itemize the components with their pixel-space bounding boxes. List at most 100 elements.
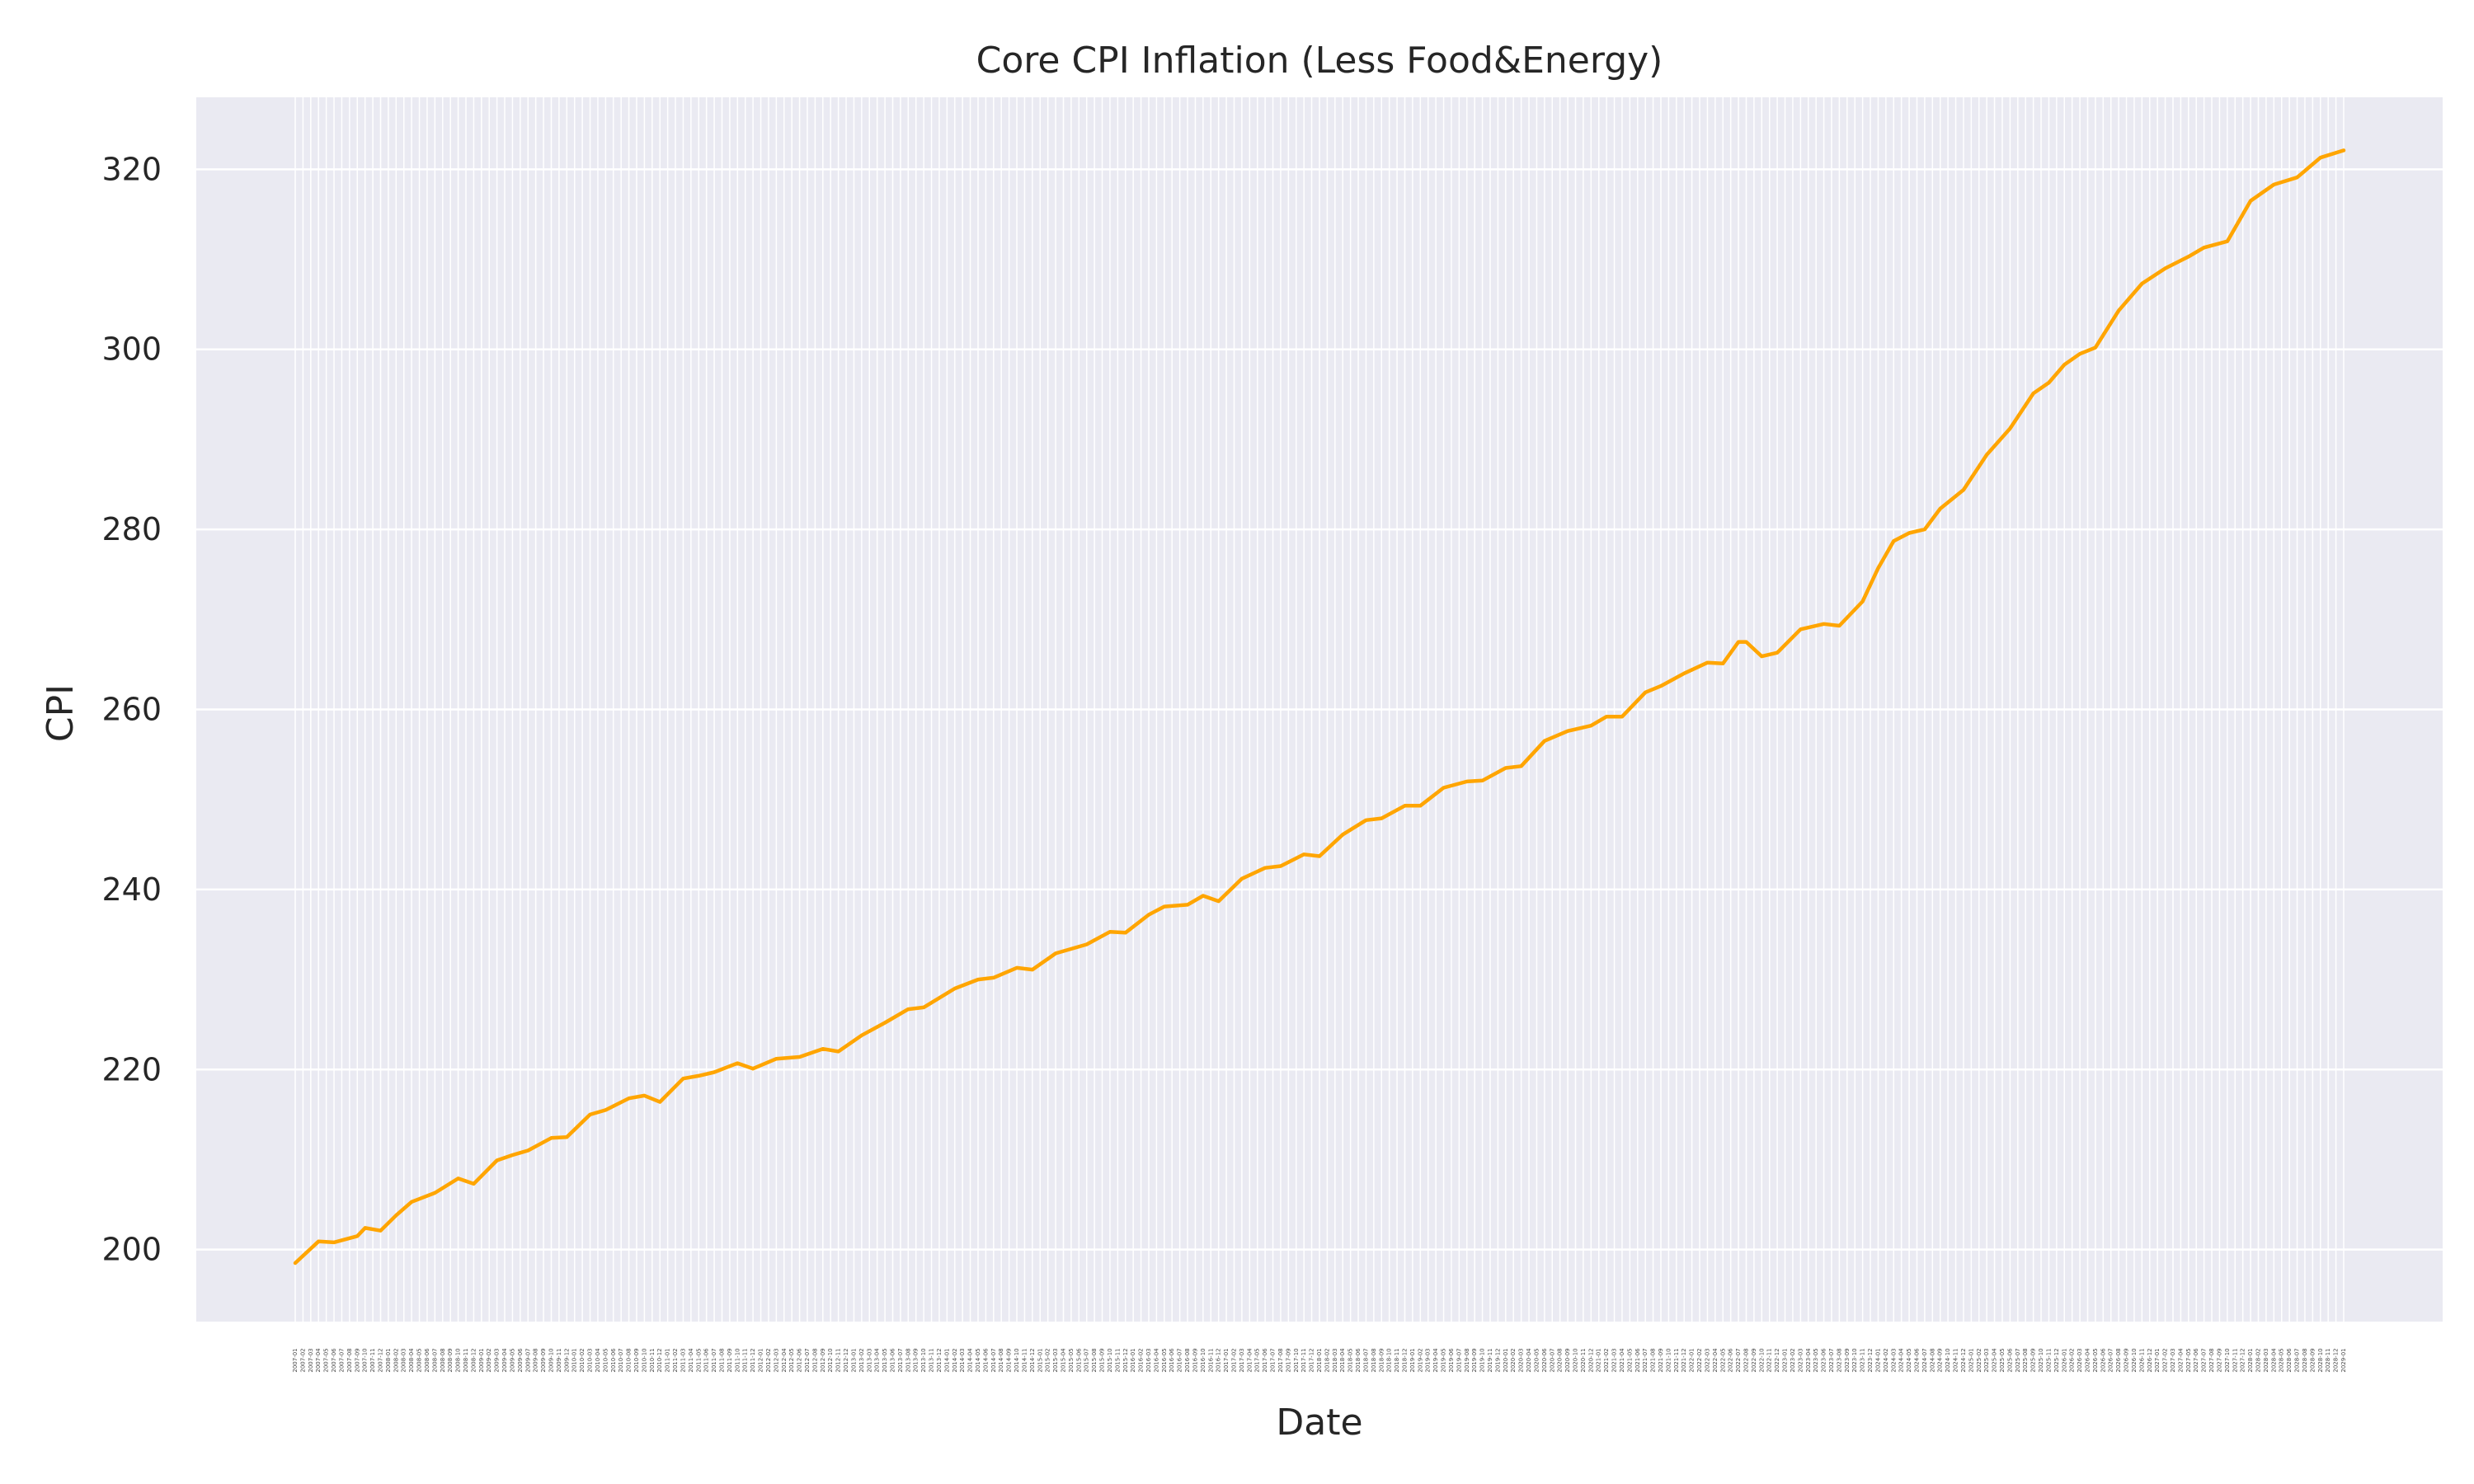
- x-tick-label: 2018-06: [1355, 1348, 1362, 1373]
- x-tick-label: 2028-09: [2309, 1348, 2316, 1372]
- x-tick-label: 2017-11: [1300, 1348, 1307, 1372]
- x-tick-label: 2023-01: [1782, 1348, 1789, 1372]
- x-tick-label: 2018-07: [1362, 1348, 1369, 1372]
- x-tick-label: 2008-04: [408, 1348, 415, 1373]
- x-tick-label: 2024-10: [1945, 1348, 1951, 1372]
- x-tick-label: 2013-06: [890, 1348, 896, 1373]
- x-tick-label: 2029-01: [2340, 1348, 2347, 1372]
- x-tick-label: 2027-03: [2170, 1348, 2176, 1372]
- x-tick-label: 2021-05: [1626, 1348, 1633, 1372]
- x-tick-label: 2020-11: [1580, 1348, 1587, 1372]
- x-tick-label: 2013-09: [913, 1348, 920, 1372]
- x-tick-label: 2017-03: [1239, 1348, 1245, 1372]
- x-tick-label: 2016-06: [1169, 1348, 1175, 1373]
- x-tick-label: 2015-02: [1045, 1348, 1051, 1372]
- x-tick-label: 2013-03: [866, 1348, 872, 1372]
- x-tick-label: 2012-03: [773, 1348, 779, 1372]
- x-tick-label: 2011-04: [688, 1348, 694, 1373]
- x-tick-label: 2015-05: [1068, 1348, 1075, 1372]
- x-tick-label: 2025-11: [2045, 1348, 2052, 1372]
- x-tick-label: 2025-10: [2038, 1348, 2044, 1372]
- x-tick-label: 2017-10: [1293, 1348, 1300, 1372]
- x-tick-label: 2023-10: [1851, 1348, 1858, 1372]
- x-tick-label: 2028-02: [2255, 1348, 2262, 1372]
- y-tick-label: 320: [101, 151, 162, 187]
- x-tick-label: 2013-07: [897, 1348, 904, 1372]
- x-tick-label: 2016-02: [1138, 1348, 1145, 1372]
- x-tick-label: 2025-05: [1999, 1348, 2006, 1372]
- x-axis-label: Date: [1276, 1402, 1362, 1444]
- x-tick-label: 2011-09: [727, 1348, 733, 1372]
- x-tick-label: 2019-08: [1464, 1348, 1470, 1372]
- x-tick-label: 2028-03: [2263, 1348, 2269, 1372]
- x-tick-label: 2018-01: [1316, 1348, 1323, 1372]
- x-tick-label: 2026-06: [2100, 1348, 2106, 1373]
- x-tick-label: 2010-09: [633, 1348, 640, 1372]
- x-tick-label: 2017-01: [1223, 1348, 1230, 1372]
- x-tick-label: 2024-07: [1921, 1348, 1928, 1372]
- x-tick-label: 2023-09: [1844, 1348, 1851, 1372]
- y-axis-label: CPI: [40, 684, 82, 742]
- x-tick-label: 2014-05: [975, 1348, 981, 1372]
- x-tick-label: 2024-11: [1953, 1348, 1959, 1372]
- y-tick-label: 240: [101, 871, 162, 908]
- x-tick-label: 2022-04: [1712, 1348, 1719, 1373]
- x-tick-label: 2021-12: [1681, 1348, 1687, 1372]
- x-tick-label: 2027-09: [2216, 1348, 2222, 1372]
- x-tick-label: 2010-05: [602, 1348, 609, 1372]
- x-tick-label: 2016-04: [1153, 1348, 1159, 1373]
- x-tick-label: 2028-08: [2302, 1348, 2308, 1372]
- x-tick-label: 2018-03: [1332, 1348, 1338, 1372]
- x-tick-label: 2019-05: [1441, 1348, 1447, 1372]
- x-tick-label: 2024-04: [1898, 1348, 1905, 1373]
- x-tick-label: 2020-03: [1518, 1348, 1525, 1372]
- x-tick-label: 2023-03: [1797, 1348, 1804, 1372]
- x-tick-label: 2012-02: [765, 1348, 772, 1372]
- x-tick-label: 2011-03: [680, 1348, 686, 1372]
- x-tick-label: 2027-07: [2201, 1348, 2208, 1372]
- x-tick-label: 2009-09: [540, 1348, 547, 1372]
- x-tick-label: 2023-12: [1867, 1348, 1874, 1372]
- x-tick-label: 2015-09: [1099, 1348, 1106, 1372]
- x-tick-label: 2012-09: [820, 1348, 826, 1372]
- x-tick-label: 2022-12: [1774, 1348, 1780, 1372]
- x-tick-label: 2013-02: [858, 1348, 865, 1372]
- x-tick-label: 2028-04: [2270, 1348, 2277, 1373]
- x-tick-label: 2022-07: [1735, 1348, 1742, 1372]
- x-tick-label: 2026-03: [2077, 1348, 2083, 1372]
- x-tick-label: 2018-05: [1348, 1348, 1354, 1372]
- x-tick-label: 2015-12: [1122, 1348, 1129, 1372]
- x-tick-label: 2026-09: [2124, 1348, 2130, 1372]
- x-tick-label: 2019-04: [1432, 1348, 1439, 1373]
- y-tick-label: 200: [101, 1232, 162, 1268]
- x-tick-label: 2023-04: [1805, 1348, 1812, 1373]
- x-tick-label: 2011-02: [672, 1348, 679, 1372]
- x-tick-label: 2026-04: [2085, 1348, 2091, 1373]
- chart-title: Core CPI Inflation (Less Food&Energy): [976, 40, 1663, 82]
- x-tick-label: 2026-05: [2092, 1348, 2099, 1372]
- x-tick-label: 2027-06: [2193, 1348, 2199, 1373]
- x-tick-label: 2018-02: [1324, 1348, 1330, 1372]
- x-tick-label: 2025-02: [1976, 1348, 1982, 1372]
- x-tick-label: 2026-01: [2061, 1348, 2067, 1372]
- x-tick-label: 2022-05: [1719, 1348, 1726, 1372]
- x-tick-label: 2025-12: [2053, 1348, 2060, 1372]
- x-tick-label: 2015-11: [1114, 1348, 1121, 1372]
- x-tick-label: 2010-01: [571, 1348, 578, 1372]
- x-tick-label: 2011-12: [750, 1348, 756, 1372]
- x-tick-label: 2016-05: [1161, 1348, 1168, 1372]
- x-tick-label: 2017-12: [1309, 1348, 1315, 1372]
- y-axis-ticks: 200 220 240 260 280 300 320: [101, 151, 162, 1267]
- x-tick-label: 2014-06: [982, 1348, 989, 1373]
- x-tick-label: 2008-10: [455, 1348, 462, 1372]
- x-tick-label: 2012-07: [804, 1348, 811, 1372]
- x-tick-label: 2017-04: [1246, 1348, 1253, 1373]
- x-tick-label: 2007-09: [354, 1348, 360, 1372]
- x-tick-label: 2024-08: [1929, 1348, 1935, 1372]
- x-tick-label: 2015-01: [1037, 1348, 1043, 1372]
- x-tick-label: 2007-12: [378, 1348, 384, 1372]
- x-tick-label: 2027-10: [2224, 1348, 2231, 1372]
- x-tick-label: 2028-07: [2294, 1348, 2301, 1372]
- plot-area: [196, 97, 2443, 1322]
- x-tick-label: 2019-06: [1448, 1348, 1455, 1373]
